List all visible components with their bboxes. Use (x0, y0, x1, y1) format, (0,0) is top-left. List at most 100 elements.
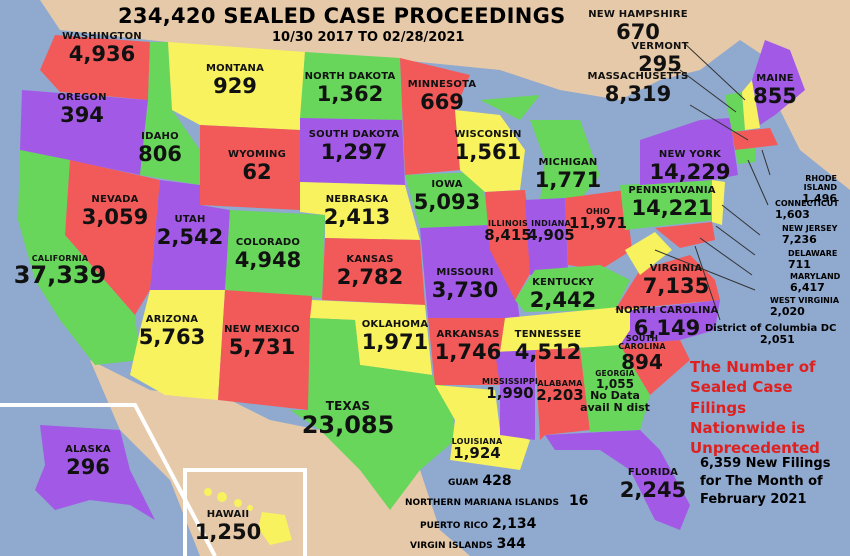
label-alaska: ALASKA 296 (65, 444, 111, 479)
label-oregon: OREGON 394 (57, 92, 107, 127)
mississippi-shape (495, 350, 535, 440)
indiana-shape (525, 198, 568, 275)
maryland-shape (655, 222, 715, 248)
tennessee-shape (500, 305, 640, 352)
colorado-shape (225, 210, 325, 298)
kentucky-shape (515, 265, 630, 312)
label-north-carolina: NORTH CAROLINA 6,149 (615, 305, 719, 340)
new-hampshire-shape (742, 80, 760, 130)
florida-shape (545, 430, 690, 530)
maine-shape (752, 40, 805, 125)
leader-lines (654, 41, 771, 321)
virginia-shape (615, 255, 720, 310)
label-alabama: ALABAMA 2,203 (536, 379, 584, 405)
north-carolina-shape (620, 300, 720, 345)
south-carolina-shape (620, 340, 690, 395)
label-arizona: ARIZONA 5,763 (138, 314, 206, 349)
label-northern-mariana: NORTHERN MARIANA ISLANDS 16 (405, 493, 589, 509)
washington-shape (40, 35, 150, 100)
label-rhode-island: RHODE ISLAND 1,496 (802, 174, 837, 205)
date-range: 10/30 2017 TO 02/28/2021 (272, 30, 465, 45)
map-title: 234,420 SEALED CASE PROCEEDINGS (118, 4, 566, 28)
texas-shape (290, 318, 455, 510)
connecticut-shape (735, 148, 755, 164)
vermont-shape (725, 92, 745, 132)
unprecedented-note: The Number of Sealed Case Filings Nation… (690, 358, 820, 457)
label-maryland: MARYLAND 6,417 (790, 272, 841, 294)
wisconsin-shape (455, 110, 525, 192)
louisiana-shape (435, 385, 530, 470)
label-michigan: MICHIGAN 1,771 (534, 157, 602, 192)
label-idaho: IDAHO 806 (138, 131, 182, 166)
nevada-shape (65, 160, 160, 315)
label-north-dakota: NORTH DAKOTA 1,362 (304, 71, 396, 106)
georgia-shape (580, 345, 650, 432)
montana-shape (168, 42, 305, 130)
label-washington: WASHINGTON 4,936 (62, 31, 142, 66)
label-iowa: IOWA 5,093 (413, 179, 481, 214)
label-arkansas: ARKANSAS 1,746 (434, 329, 502, 364)
label-wyoming: WYOMING 62 (227, 149, 287, 184)
label-delaware: DELAWARE 711 (788, 249, 838, 271)
alaska-shape (35, 425, 155, 520)
south-dakota-shape (300, 118, 405, 185)
label-indiana: INDIANA 4,905 (527, 219, 575, 245)
ohio-shape (565, 190, 632, 270)
north-dakota-shape (300, 52, 402, 120)
utah-shape (150, 180, 230, 290)
california-shape (18, 150, 140, 365)
label-missouri: MISSOURI 3,730 (431, 267, 499, 302)
minnesota-shape (400, 58, 470, 175)
hawaii-inset-frame (183, 468, 307, 556)
label-nebraska: NEBRASKA 2,413 (323, 194, 391, 229)
label-montana: MONTANA 929 (205, 63, 265, 98)
label-mississippi: MISSISSIPPI 1,990 (481, 377, 539, 403)
label-utah: UTAH 2,542 (156, 214, 224, 249)
iowa-shape (405, 172, 490, 228)
new-york-shape (640, 118, 738, 185)
arkansas-shape (428, 318, 510, 385)
label-california: CALIFORNIA 37,339 (13, 254, 107, 290)
oklahoma-shape (310, 300, 432, 375)
label-kentucky: KENTUCKY 2,442 (529, 277, 597, 312)
label-virgin-islands: VIRGIN ISLANDS 344 (410, 536, 526, 552)
label-ohio: OHIO 11,971 (569, 207, 627, 233)
hawaii-islands (204, 488, 292, 545)
label-louisiana: LOUISIANA 1,924 (451, 437, 503, 463)
label-illinois: ILLINOIS 8,415 (484, 219, 532, 245)
label-virginia: VIRGINIA 7,135 (642, 263, 710, 298)
label-colorado: COLORADO 4,948 (234, 237, 302, 272)
label-new-hampshire: NEW HAMPSHIRE 670 (588, 9, 688, 44)
new-jersey-shape (712, 180, 725, 225)
alabama-shape (535, 348, 590, 440)
illinois-shape (485, 190, 535, 300)
label-puerto-rico: PUERTO RICO 2,134 (420, 516, 537, 532)
label-massachusetts: MASSACHUSETTS 8,319 (587, 71, 689, 106)
west-virginia-shape (625, 232, 672, 275)
label-oklahoma: OKLAHOMA 1,971 (361, 319, 429, 354)
label-south-carolina: SOUTH CAROLINA 894 (618, 334, 666, 374)
arizona-shape (130, 290, 225, 400)
label-south-dakota: SOUTH DAKOTA 1,297 (308, 129, 400, 164)
label-guam: GUAM 428 (448, 473, 512, 489)
oregon-shape (20, 90, 148, 175)
pennsylvania-shape (620, 180, 715, 230)
kansas-shape (322, 238, 425, 305)
label-florida: FLORIDA 2,245 (619, 467, 687, 502)
label-new-mexico: NEW MEXICO 5,731 (224, 324, 300, 359)
label-hawaii: HAWAII 1,250 (194, 509, 262, 544)
wyoming-shape (200, 125, 300, 210)
label-tennessee: TENNESSEE 4,512 (514, 329, 582, 364)
label-new-york: NEW YORK 14,229 (649, 149, 731, 184)
label-wisconsin: WISCONSIN 1,561 (454, 129, 522, 164)
label-minnesota: MINNESOTA 669 (407, 79, 477, 114)
nebraska-shape (300, 182, 420, 240)
label-dc: District of Columbia DC 2,051 (705, 323, 837, 347)
label-kansas: KANSAS 2,782 (336, 254, 404, 289)
michigan-shape (480, 95, 600, 200)
label-texas: TEXAS 23,085 (301, 399, 395, 439)
label-maine: MAINE 855 (753, 73, 797, 108)
label-nevada: NEVADA 3,059 (81, 194, 149, 229)
